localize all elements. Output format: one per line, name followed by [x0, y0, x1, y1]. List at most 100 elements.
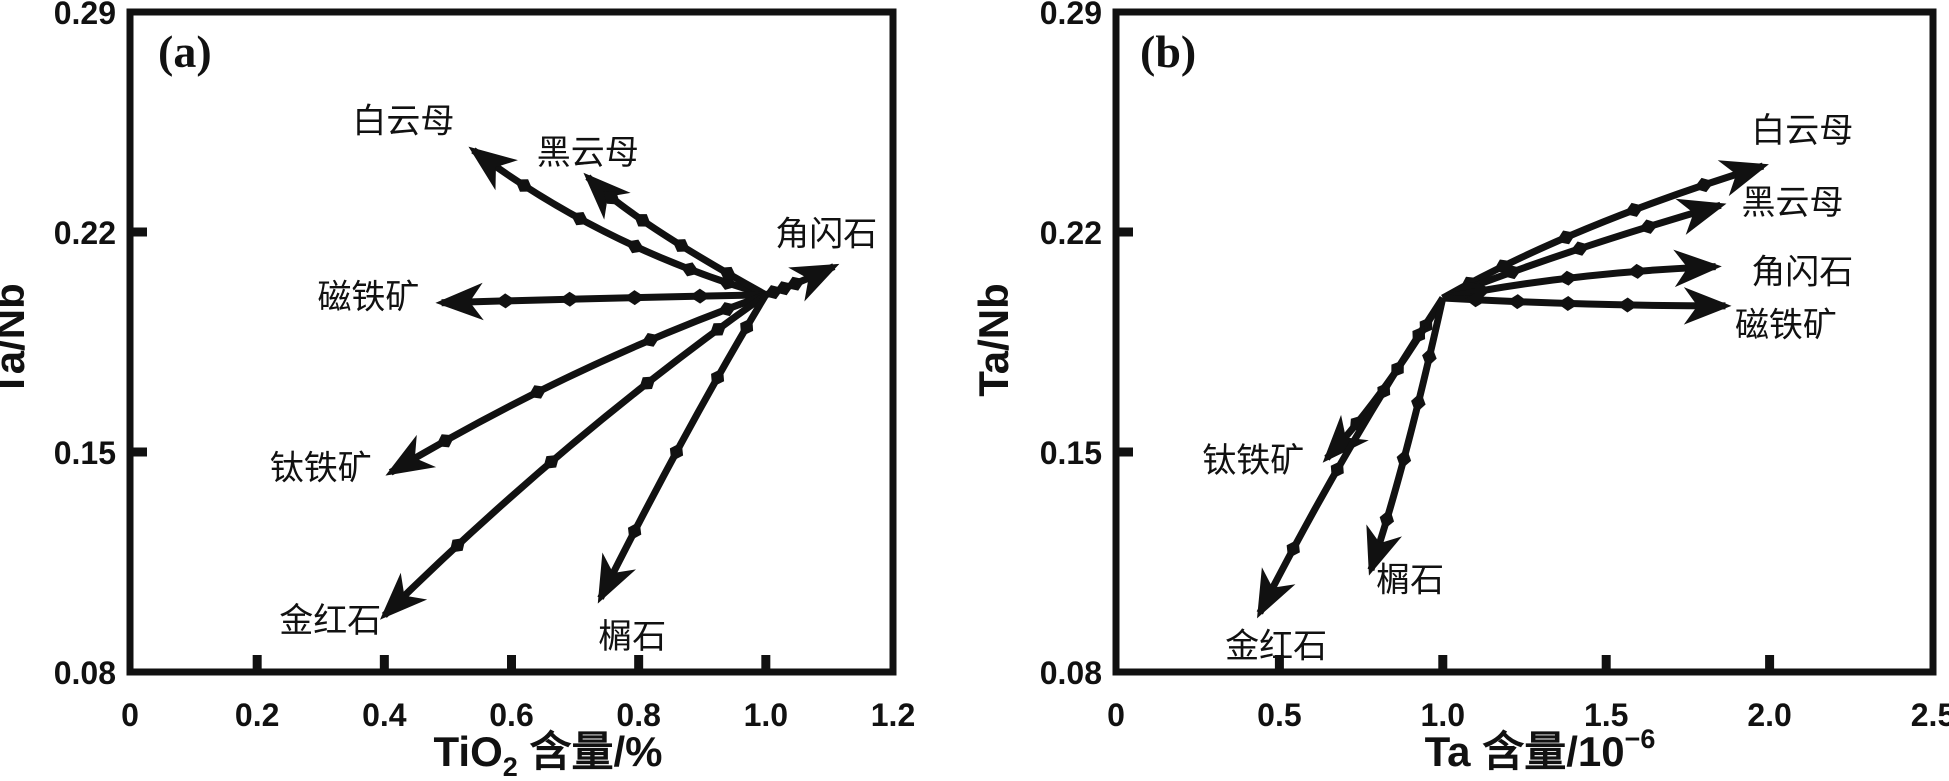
panel-a: 0 0.2 0.4 0.6 0.8 1.0 1.2 0.29 0.22 0.15 0.08 TiO2 … [0, 0, 915, 781]
x-tick-label: 0.5 [1257, 697, 1301, 733]
data-point-magnetite [558, 291, 581, 307]
data-point-magnetite [1616, 297, 1639, 313]
y-tick-label: 0.22 [1040, 215, 1102, 251]
label-ilmenite: 钛铁矿 [1202, 441, 1304, 481]
data-point-biotite [1638, 219, 1660, 234]
data-point-magnetite [494, 293, 517, 309]
y-tick-label: 0.15 [54, 435, 116, 471]
x-tick-label: 2.5 [1911, 697, 1949, 733]
data-point-titanite [711, 368, 725, 388]
data-point-ilmenite [640, 332, 661, 347]
data-point-rutile [1412, 325, 1426, 345]
label-titanite: 榍石 [1376, 560, 1444, 600]
y-axis-title: Ta/Nb [0, 283, 33, 397]
y-tick-label: 0.08 [1040, 655, 1102, 691]
label-ilmenite: 钛铁矿 [270, 449, 372, 489]
vector-titanite [597, 293, 769, 604]
data-point-biotite [633, 214, 652, 227]
data-point-rutile [709, 322, 727, 336]
data-point-ilmenite [435, 434, 455, 448]
data-point-titanite [1422, 346, 1437, 368]
x-tick-label: 2.0 [1747, 697, 1791, 733]
label-rutile: 金红石 [1225, 626, 1327, 666]
label-biotite: 黑云母 [1741, 183, 1843, 223]
x-axis-title-part: Ta 含量/10 [1425, 728, 1625, 775]
data-point-biotite [1569, 241, 1591, 256]
data-point-muscovite [1623, 202, 1645, 217]
data-point-titanite [627, 521, 642, 541]
data-point-titanite [740, 317, 754, 337]
label-biotite: 黑云母 [537, 133, 639, 173]
vector-rutile [379, 291, 768, 620]
y-axis-title: Ta/Nb [970, 283, 1017, 397]
data-point-biotite [671, 239, 691, 252]
y-tick-label: 0.08 [54, 655, 116, 691]
vector-titanite [1366, 297, 1447, 576]
panel-a-frame [126, 8, 897, 676]
data-point-rutile [638, 376, 657, 390]
x-tick-label: 1.0 [1421, 697, 1465, 733]
data-point-biotite [603, 190, 621, 205]
x-tick-label: 0 [1107, 697, 1125, 733]
data-point-hornblende [785, 276, 806, 291]
data-point-titanite [669, 442, 684, 462]
data-point-muscovite [625, 239, 646, 254]
data-point-ilmenite [716, 302, 738, 317]
x-axis-title-part: 2 [503, 752, 518, 781]
label-titanite: 榍石 [598, 617, 666, 657]
data-point-rutile [1330, 459, 1344, 480]
data-point-hornblende [1556, 270, 1579, 286]
x-tick-label: 1.5 [1584, 697, 1628, 733]
x-axis-title-part: TiO [434, 728, 503, 775]
y-tick-label: 0.29 [54, 0, 116, 31]
x-tick-label: 1.2 [871, 697, 915, 733]
data-point-rutile [449, 537, 466, 553]
data-point-muscovite [679, 262, 701, 277]
data-point-hornblende [1626, 263, 1649, 279]
data-point-rutile [542, 454, 560, 469]
data-point-magnetite [1464, 292, 1487, 308]
x-tick-label: 0.2 [235, 697, 279, 733]
data-point-rutile [1286, 539, 1300, 559]
panel-b: 0 0.5 1.0 1.5 2.0 2.5 0.29 0.22 0.15 0.08 Ta 含量/10… [970, 0, 1949, 775]
x-tick-label: 0.8 [616, 697, 660, 733]
data-point-muscovite [1555, 230, 1577, 245]
x-tick-label: 0.6 [489, 697, 533, 733]
label-muscovite: 白云母 [1751, 111, 1853, 151]
panel-label-a: (a) [158, 26, 212, 77]
data-point-magnetite [1556, 295, 1579, 311]
panel-label-b: (b) [1140, 26, 1196, 77]
x-axis-title: TiO2 含量/% [434, 728, 663, 781]
data-point-magnetite [623, 290, 646, 306]
label-hornblende: 角闪石 [1751, 252, 1853, 292]
label-magnetite: 磁铁矿 [1735, 306, 1837, 346]
data-point-biotite [718, 266, 738, 280]
data-point-magnetite [688, 288, 711, 304]
data-point-muscovite [1693, 177, 1715, 193]
panel-b-frame [1112, 8, 1937, 676]
x-axis-title-part: −6 [1625, 724, 1656, 754]
data-point-titanite [1396, 448, 1412, 470]
y-tick-label: 0.29 [1040, 0, 1102, 31]
label-rutile: 金红石 [279, 601, 381, 641]
x-tick-label: 1.0 [744, 697, 788, 733]
data-point-biotite [1501, 264, 1523, 280]
y-tick-label: 0.15 [1040, 435, 1102, 471]
data-point-muscovite [716, 275, 738, 290]
x-tick-label: 0.4 [362, 697, 407, 733]
data-point-titanite [1411, 391, 1426, 414]
data-point-ilmenite [527, 385, 548, 399]
x-axis-title-part: 含量/% [518, 728, 663, 775]
data-point-titanite [1379, 508, 1395, 530]
x-axis-title: Ta 含量/10−6 [1425, 724, 1656, 775]
data-point-muscovite [514, 179, 534, 192]
vector-magnetite [435, 282, 766, 321]
x-tick-label: 0 [121, 697, 139, 733]
y-tick-label: 0.22 [54, 215, 116, 251]
label-muscovite: 白云母 [352, 101, 454, 141]
label-hornblende: 角闪石 [775, 215, 877, 255]
data-point-magnetite [1506, 294, 1529, 310]
